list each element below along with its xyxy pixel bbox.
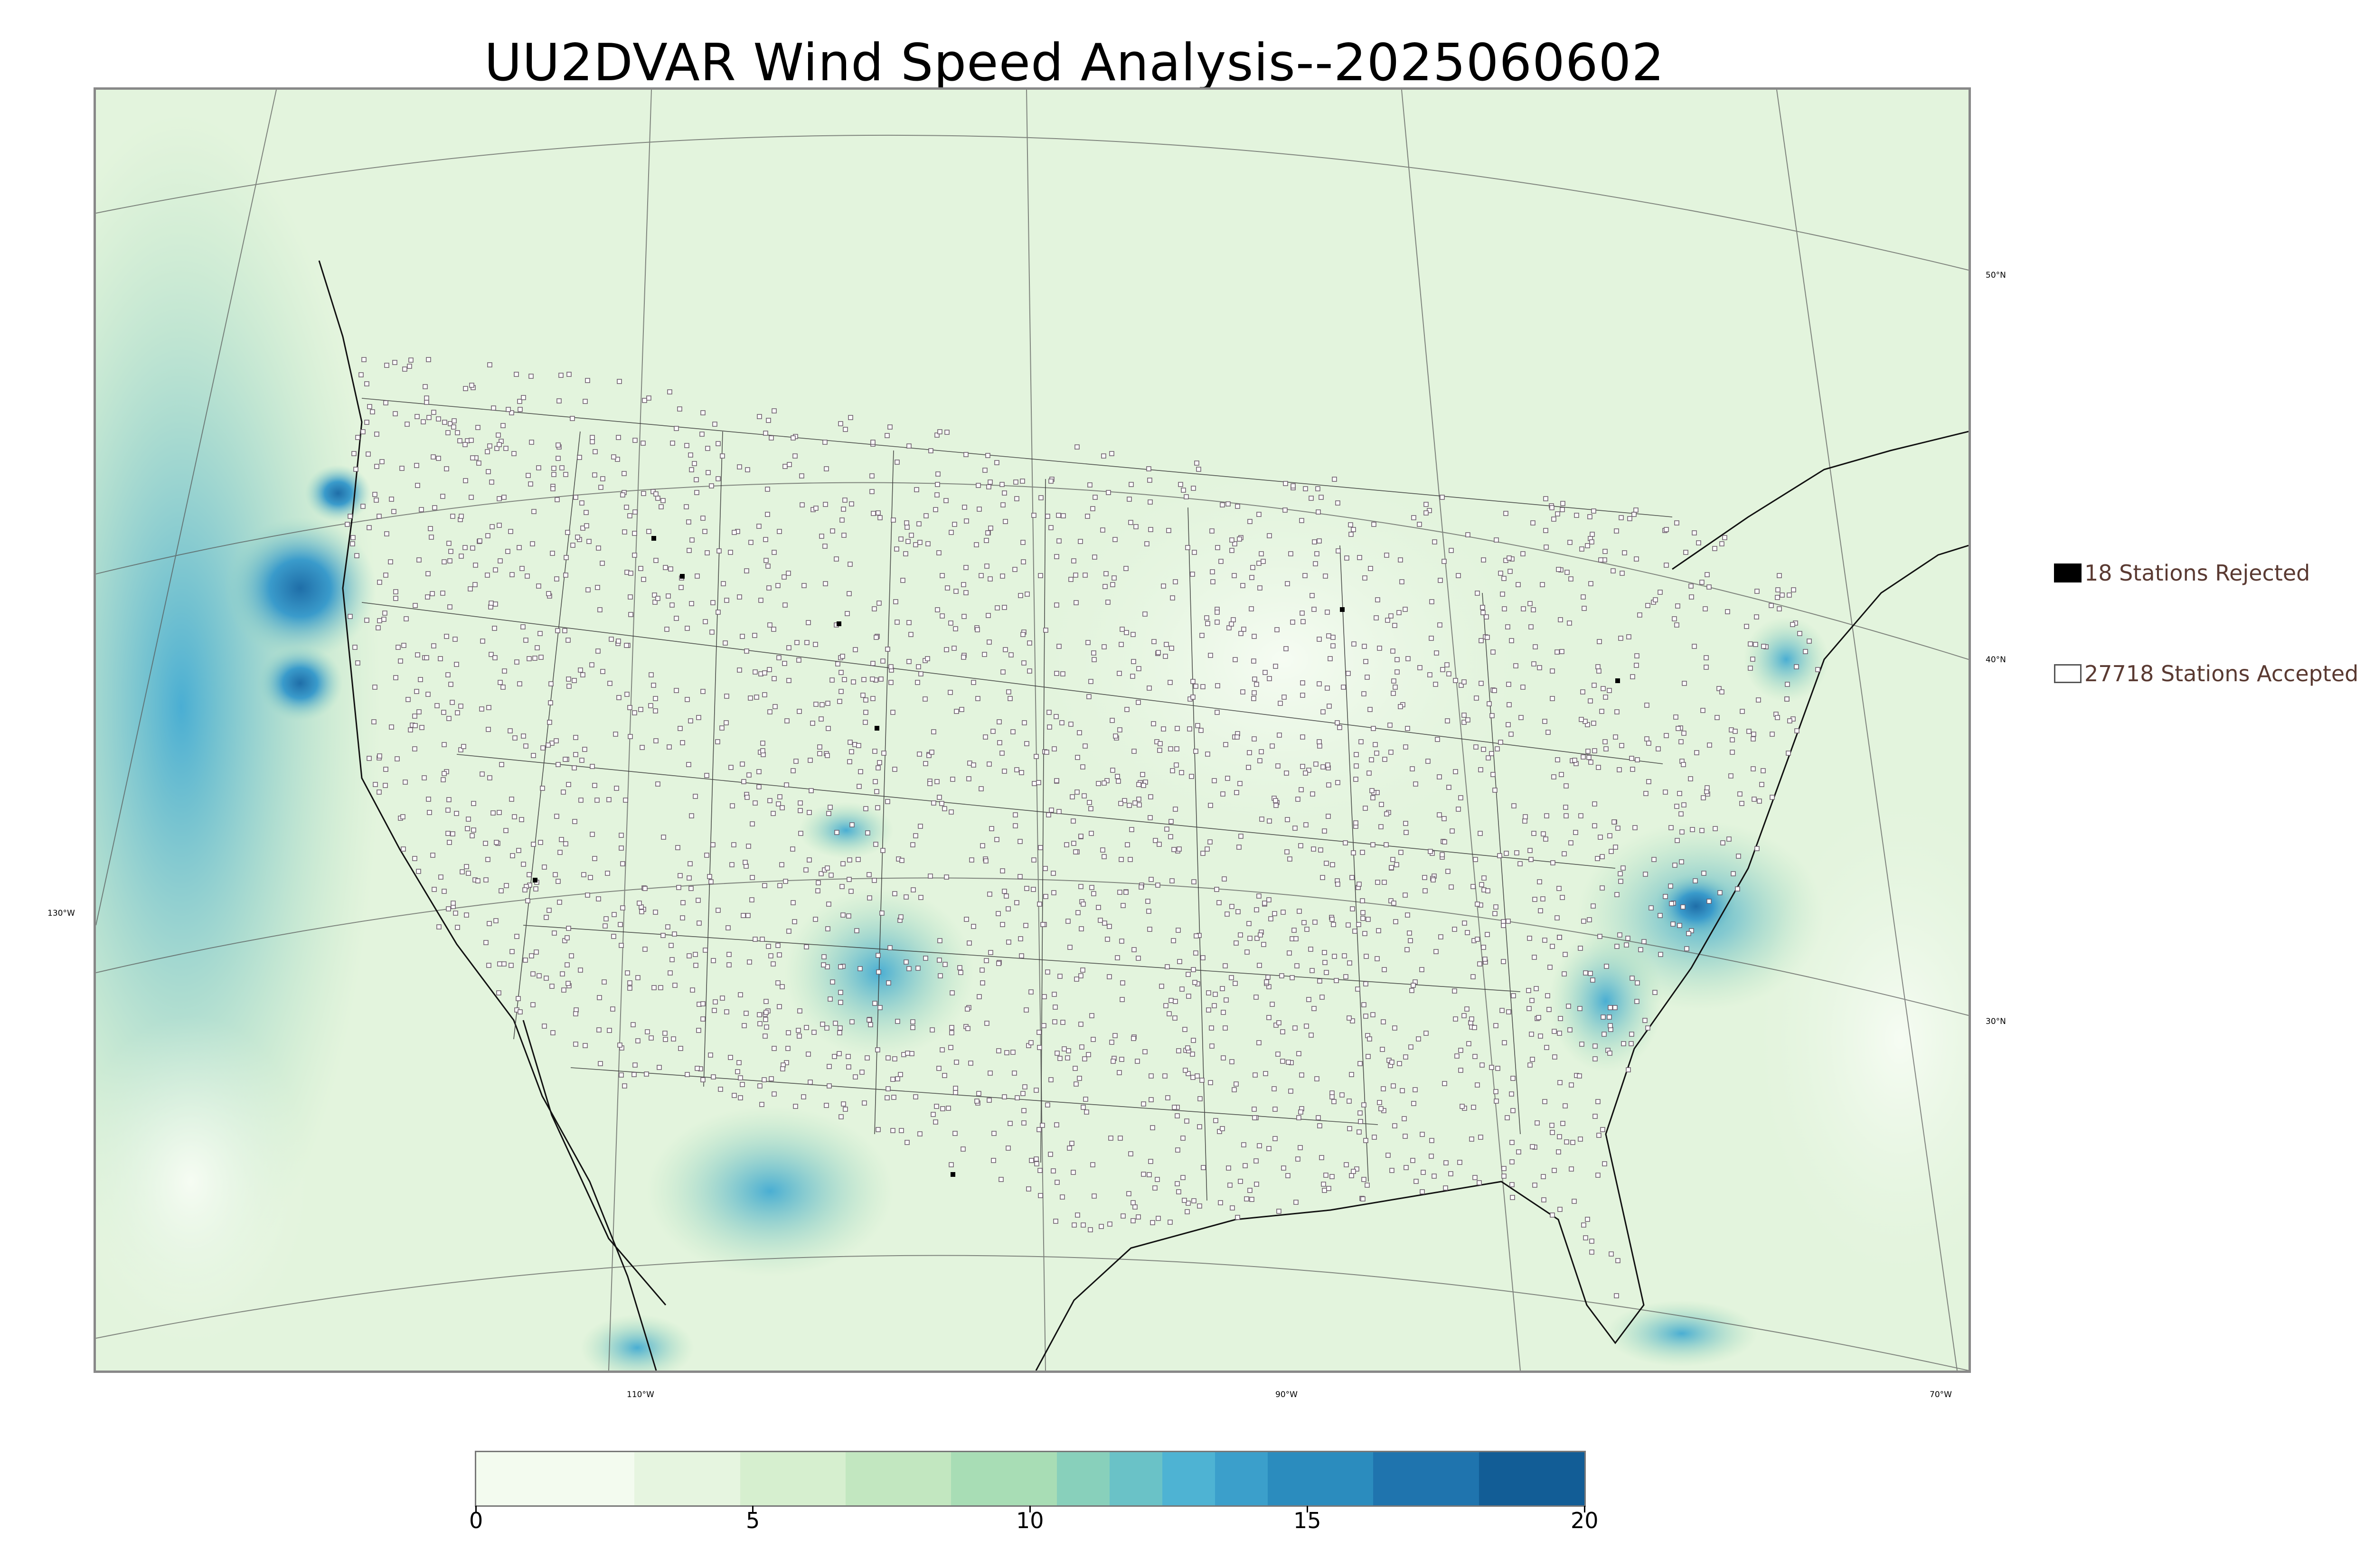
colorbar-segment	[634, 1452, 740, 1505]
colorbar	[475, 1451, 1586, 1507]
colorbar-tick-0: 0	[469, 1508, 483, 1533]
colorbar-segment	[1268, 1452, 1374, 1505]
colorbar-tick-5: 5	[746, 1508, 760, 1533]
colorbar-segment	[951, 1452, 1057, 1505]
oregon-coast-wind-max	[224, 517, 376, 659]
legend-rejected-label: 18 Stations Rejected	[2084, 560, 2310, 586]
colorbar-segment	[845, 1452, 951, 1505]
colorbar-tick-10: 10	[1016, 1508, 1044, 1533]
colorbar-segment	[1162, 1452, 1215, 1505]
station-markers	[345, 357, 1820, 1298]
lon-label-70w: 70°W	[1930, 1390, 1952, 1399]
colorbar-segment	[1373, 1452, 1479, 1505]
map-title: UU2DVAR Wind Speed Analysis--2025060602	[484, 33, 1665, 93]
colorbar-segment	[1109, 1452, 1162, 1505]
colorbar-segment	[1215, 1452, 1268, 1505]
colorbar-tick-20: 20	[1571, 1508, 1599, 1533]
colorbar-tick-15: 15	[1293, 1508, 1321, 1533]
lon-label-130w: 130°W	[47, 909, 75, 918]
lon-label-110w: 110°W	[627, 1390, 654, 1399]
colorbar-segment	[1056, 1452, 1110, 1505]
lat-label-30n: 30°N	[1986, 1017, 2006, 1026]
accepted-swatch-icon	[2054, 664, 2082, 683]
legend-rejected: 18 Stations Rejected	[2054, 560, 2310, 586]
pacific-wind-band	[96, 113, 381, 1300]
borders	[361, 398, 1673, 1201]
lat-label-50n: 50°N	[1986, 271, 2006, 280]
colorbar-segment	[476, 1452, 635, 1505]
lon-label-90w: 90°W	[1275, 1390, 1298, 1399]
colorbar-segment	[1479, 1452, 1584, 1505]
colorbar-segment	[740, 1452, 846, 1505]
legend-accepted: 27718 Stations Accepted	[2054, 661, 2358, 686]
legend-accepted-label: 27718 Stations Accepted	[2084, 661, 2359, 686]
wind-speed-map	[96, 90, 1969, 1371]
map-panel	[94, 87, 1971, 1373]
lat-label-40n: 40°N	[1986, 655, 2006, 665]
graticule	[96, 90, 1969, 1371]
rejected-swatch-icon	[2054, 563, 2082, 582]
